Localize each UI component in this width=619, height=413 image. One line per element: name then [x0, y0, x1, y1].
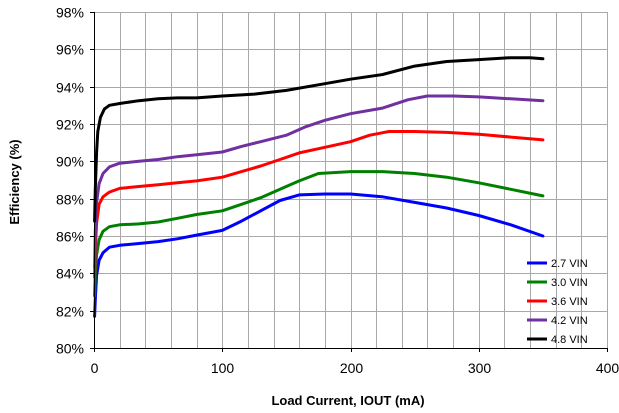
x-tick-label: 300 [468, 360, 492, 376]
series-line-3-0-vin [93, 170, 545, 298]
series-layer [93, 56, 545, 318]
series-line-3-6-vin [93, 130, 545, 279]
y-tick-label: 92% [56, 117, 84, 133]
x-tick-label: 200 [340, 360, 364, 376]
legend-label: 4.8 VIN [551, 334, 588, 346]
legend-label: 2.7 VIN [551, 258, 588, 270]
y-tick-label: 80% [56, 341, 84, 357]
y-tick-label: 82% [56, 304, 84, 320]
y-tick-label: 94% [56, 80, 84, 96]
y-tick-label: 84% [56, 266, 84, 282]
legend-label: 3.0 VIN [551, 277, 588, 289]
legend: 2.7 VIN 3.0 VIN 3.6 VIN 4.2 VIN 4.8 VIN [527, 258, 588, 346]
y-tick-label: 98% [56, 5, 84, 21]
x-tick-label: 100 [211, 360, 235, 376]
series-line-2-7-vin [93, 192, 545, 318]
y-tick-label: 96% [56, 42, 84, 58]
grid-layer [94, 12, 608, 349]
y-tick-label: 88% [56, 192, 84, 208]
x-tick-label: 0 [91, 360, 99, 376]
x-tick-label: 400 [596, 360, 619, 376]
series-line-4-8-vin [93, 56, 545, 223]
x-axis-title: Load Current, IOUT (mA) [271, 393, 424, 408]
legend-label: 4.2 VIN [551, 315, 588, 327]
y-tick-label: 90% [56, 154, 84, 170]
legend-label: 3.6 VIN [551, 296, 588, 308]
series-line-4-2-vin [93, 94, 545, 270]
axes-layer: 80% 82% 84% 86% 88% 90% 92% 94% 96% 98% 0 100 200 300… [56, 5, 619, 377]
y-axis-title: Efficiency (%) [7, 139, 22, 224]
y-tick-label: 86% [56, 229, 84, 245]
